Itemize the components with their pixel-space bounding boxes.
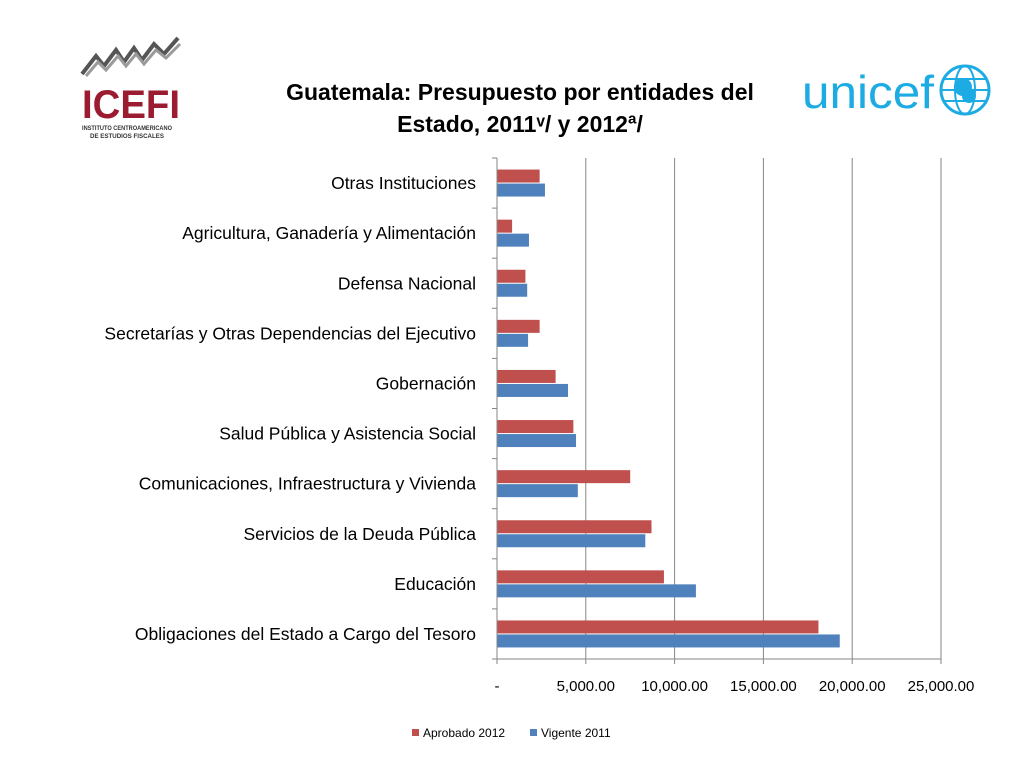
- category-label: Servicios de la Deuda Pública: [244, 524, 477, 544]
- bar-aprobado-2012: [497, 169, 540, 183]
- axes: [492, 157, 942, 664]
- bar-aprobado-2012: [497, 269, 526, 283]
- x-tick-labels: - 5,000.00 10,000.00 15,000.00 20,000.00 25,0…: [495, 678, 975, 695]
- category-label: Agricultura, Ganadería y Alimentación: [182, 223, 476, 243]
- legend-label-vigente: Vigente 2011: [541, 726, 611, 740]
- bar-series: [497, 169, 840, 648]
- chart-title-line1: Guatemala: Presupuesto por entidades del: [286, 79, 754, 105]
- legend-swatch-vigente: [530, 729, 537, 736]
- unicef-wordmark: unicef: [802, 66, 934, 118]
- icefi-wordmark: ICEFI: [82, 83, 180, 127]
- legend-swatch-aprobado: [412, 729, 419, 736]
- bar-aprobado-2012: [497, 620, 819, 634]
- mountain-icon: [80, 36, 180, 76]
- bar-vigente-2011: [497, 634, 840, 648]
- grid-lines: [585, 158, 942, 659]
- chart-title-line2: Estado, 2011ᵛ/ y 2012ª/: [397, 111, 643, 137]
- chart-title: Guatemala: Presupuesto por entidades del…: [200, 76, 840, 140]
- bar-aprobado-2012: [497, 520, 652, 534]
- category-label: Salud Pública y Asistencia Social: [219, 424, 476, 444]
- legend: Aprobado 2012 Vigente 2011: [412, 726, 611, 740]
- x-tick-label: 20,000.00: [819, 678, 886, 695]
- x-tick-label: 25,000.00: [908, 678, 975, 695]
- legend-label-aprobado: Aprobado 2012: [423, 726, 505, 740]
- bar-aprobado-2012: [497, 219, 513, 233]
- x-tick-label: 5,000.00: [557, 678, 615, 695]
- bar-vigente-2011: [497, 283, 528, 297]
- category-label: Educación: [394, 574, 476, 594]
- icefi-subtitle-line1: INSTITUTO CENTROAMERICANO: [82, 126, 172, 132]
- x-tick-label: -: [495, 678, 500, 695]
- category-label: Secretarías y Otras Dependencias del Eje…: [104, 323, 476, 343]
- bar-vigente-2011: [497, 484, 578, 498]
- bar-aprobado-2012: [497, 369, 556, 383]
- x-tick-label: 10,000.00: [641, 678, 708, 695]
- x-tick-label: 15,000.00: [730, 678, 797, 695]
- icefi-logo: ICEFI INSTITUTO CENTROAMERICANO DE ESTUD…: [80, 36, 182, 140]
- bar-vigente-2011: [497, 333, 529, 347]
- bar-aprobado-2012: [497, 319, 540, 333]
- category-label: Gobernación: [376, 373, 476, 393]
- bar-vigente-2011: [497, 383, 569, 397]
- category-label: Defensa Nacional: [338, 273, 476, 293]
- bar-vigente-2011: [497, 434, 577, 448]
- bar-vigente-2011: [497, 183, 545, 197]
- bar-vigente-2011: [497, 233, 529, 247]
- unicef-logo: unicef: [802, 64, 991, 118]
- bar-aprobado-2012: [497, 420, 574, 434]
- bar-aprobado-2012: [497, 570, 664, 584]
- bar-vigente-2011: [497, 534, 646, 548]
- category-labels: Otras Instituciones Agricultura, Ganaderí…: [104, 173, 476, 644]
- category-label: Comunicaciones, Infraestructura y Vivien…: [139, 474, 476, 494]
- category-label: Obligaciones del Estado a Cargo del Teso…: [135, 624, 476, 644]
- bar-vigente-2011: [497, 584, 696, 598]
- unicef-globe-icon: [939, 64, 991, 116]
- category-label: Otras Instituciones: [331, 173, 476, 193]
- icefi-subtitle-line2: DE ESTUDIOS FISCALES: [90, 134, 164, 140]
- mountain-shadow-icon: [84, 42, 182, 77]
- bar-aprobado-2012: [497, 470, 631, 484]
